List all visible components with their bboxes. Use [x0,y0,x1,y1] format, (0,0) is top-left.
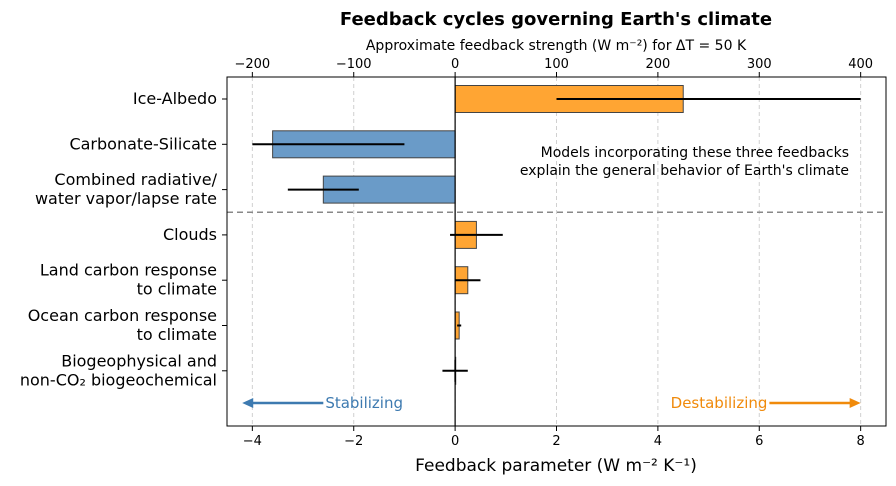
x-tick-label: 4 [654,434,662,449]
top-x-tick-label: 200 [645,57,670,72]
annotation-line: explain the general behavior of Earth's … [520,163,849,179]
top-x-tick-label: 300 [747,57,772,72]
top-x-tick-label: 400 [848,57,873,72]
x-tick-label: 8 [857,434,865,449]
y-tick-label: water vapor/lapse rate [35,189,217,208]
y-axis: Ice-Albedo Carbonate-Silicate Combined rad… [20,89,227,389]
bottom-x-axis: −4 −2 0 2 4 6 8 [243,426,865,449]
y-tick-label: Carbonate-Silicate [69,134,217,153]
top-x-tick-label: 100 [544,57,569,72]
x-tick-label: −4 [243,434,262,449]
y-tick-label: non-CO₂ biogeochemical [20,370,217,389]
x-axis-label: Feedback parameter (W m⁻² K⁻¹) [415,456,697,476]
annotation-line: Models incorporating these three feedbac… [541,145,849,161]
y-tick-label: to climate [137,280,217,299]
y-tick-label: Ice-Albedo [133,89,217,108]
chart-title: Feedback cycles governing Earth's climat… [340,9,772,30]
direction-arrows: Stabilizing Destabilizing [242,394,861,412]
x-tick-label: 2 [552,434,560,449]
stabilizing-label: Stabilizing [325,394,403,412]
annotation: Models incorporating these three feedbac… [520,145,849,179]
top-x-tick-label: 0 [451,57,459,72]
y-tick-label: Clouds [163,225,217,244]
stabilizing-arrow-head [242,398,254,408]
x-tick-label: 0 [451,434,459,449]
top-x-axis-label: Approximate feedback strength (W m⁻²) fo… [366,38,747,54]
x-tick-label: −2 [344,434,363,449]
top-x-tick-label: −200 [234,57,270,72]
y-tick-label: Biogeophysical and [61,351,217,370]
y-tick-label: Ocean carbon response [28,306,217,325]
top-x-tick-label: −100 [336,57,372,72]
y-tick-label: Land carbon response [40,261,217,280]
y-tick-label: to climate [137,325,217,344]
top-x-axis: −200 −100 0 100 200 300 400 [234,57,873,77]
destabilizing-arrow-head [849,398,861,408]
x-tick-label: 6 [755,434,763,449]
y-tick-label: Combined radiative/ [54,170,217,189]
grid-lines [251,77,862,426]
destabilizing-label: Destabilizing [671,394,768,412]
